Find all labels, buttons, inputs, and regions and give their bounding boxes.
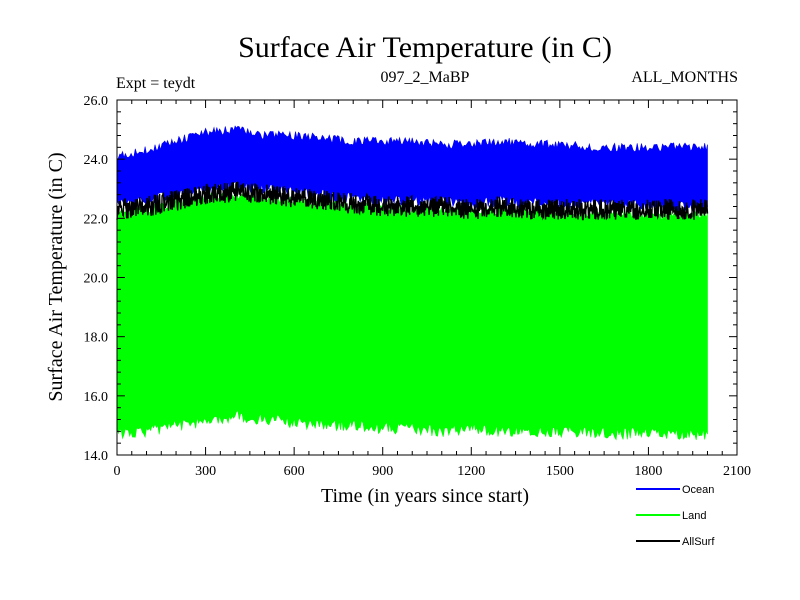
y-tick-label: 14.0 xyxy=(84,449,109,464)
x-tick-label: 600 xyxy=(284,464,305,479)
x-tick-label: 900 xyxy=(372,464,393,479)
chart-title: Surface Air Temperature (in C) xyxy=(238,31,612,64)
legend: Ocean Land AllSurf xyxy=(636,484,715,548)
x-tick-label: 1500 xyxy=(546,464,574,479)
y-tick-label: 20.0 xyxy=(84,272,109,287)
y-tick-label: 18.0 xyxy=(84,331,109,346)
series-allsurf-line xyxy=(116,181,709,221)
x-tick-label: 2100 xyxy=(723,464,751,479)
y-tick-label: 16.0 xyxy=(84,390,109,405)
y-tick-label: 24.0 xyxy=(84,153,109,168)
y-tick-label: 22.0 xyxy=(84,212,109,227)
legend-label-ocean: Ocean xyxy=(682,484,714,496)
x-tick-label: 300 xyxy=(195,464,216,479)
legend-label-allsurf: AllSurf xyxy=(682,536,715,548)
ticks-layer: 0 300 600 900 1200 1500 1800 2100 14.0 16.0 18.0 20… xyxy=(84,94,752,479)
series-layer xyxy=(116,125,709,441)
expt-label: Expt = teydt xyxy=(116,75,196,92)
x-axis-label: Time (in years since start) xyxy=(321,485,529,507)
y-tick-label: 26.0 xyxy=(84,94,109,109)
legend-label-land: Land xyxy=(682,510,706,522)
x-tick-label: 0 xyxy=(114,464,121,479)
run-label: 097_2_MaBP xyxy=(381,69,470,86)
x-tick-label: 1200 xyxy=(457,464,485,479)
y-axis-label: Surface Air Temperature (in C) xyxy=(45,152,67,401)
series-land-band xyxy=(116,190,708,441)
x-tick-label: 1800 xyxy=(634,464,662,479)
months-label: ALL_MONTHS xyxy=(631,69,738,86)
